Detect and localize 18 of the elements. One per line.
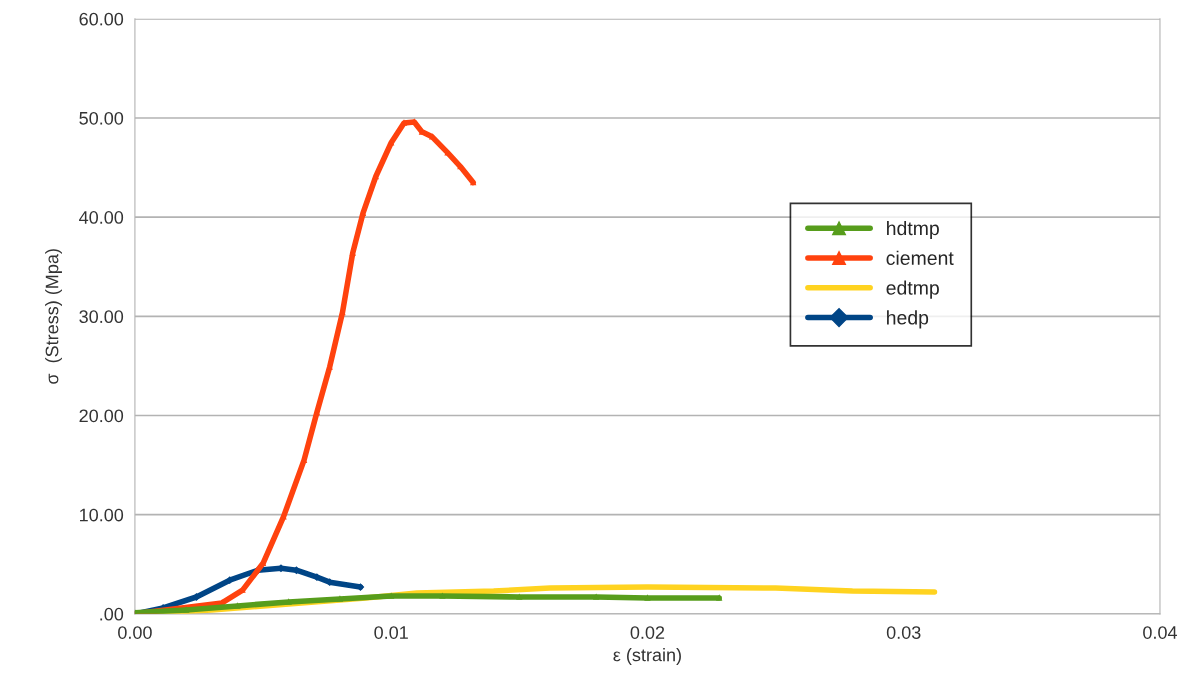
legend-label: edtmp	[886, 280, 939, 299]
x-tick-label: 0.00	[118, 626, 152, 639]
legend-label: hdtmp	[887, 220, 939, 240]
y-axis-title: σ (Stress) (Mpa)	[45, 249, 62, 384]
x-tick-label: 0.02	[630, 626, 665, 639]
x-tick-label: 0.04	[1143, 626, 1178, 639]
x-axis-title: ε (strain)	[613, 648, 681, 665]
y-tick-label: 40.00	[79, 211, 124, 224]
y-tick-label: 20.00	[79, 409, 124, 423]
y-tick-label: 30.00	[79, 310, 124, 324]
legend-label: ciement	[886, 250, 954, 265]
y-tick-label: 50.00	[79, 111, 124, 125]
y-tick-label: 10.00	[80, 508, 124, 522]
x-tick-label: 0.01	[374, 626, 408, 639]
y-tick-label: 60.00	[79, 12, 124, 26]
x-tick-label: 0.03	[886, 626, 921, 639]
legend-label: hedp	[887, 310, 929, 329]
y-tick-label: .00	[100, 607, 124, 621]
